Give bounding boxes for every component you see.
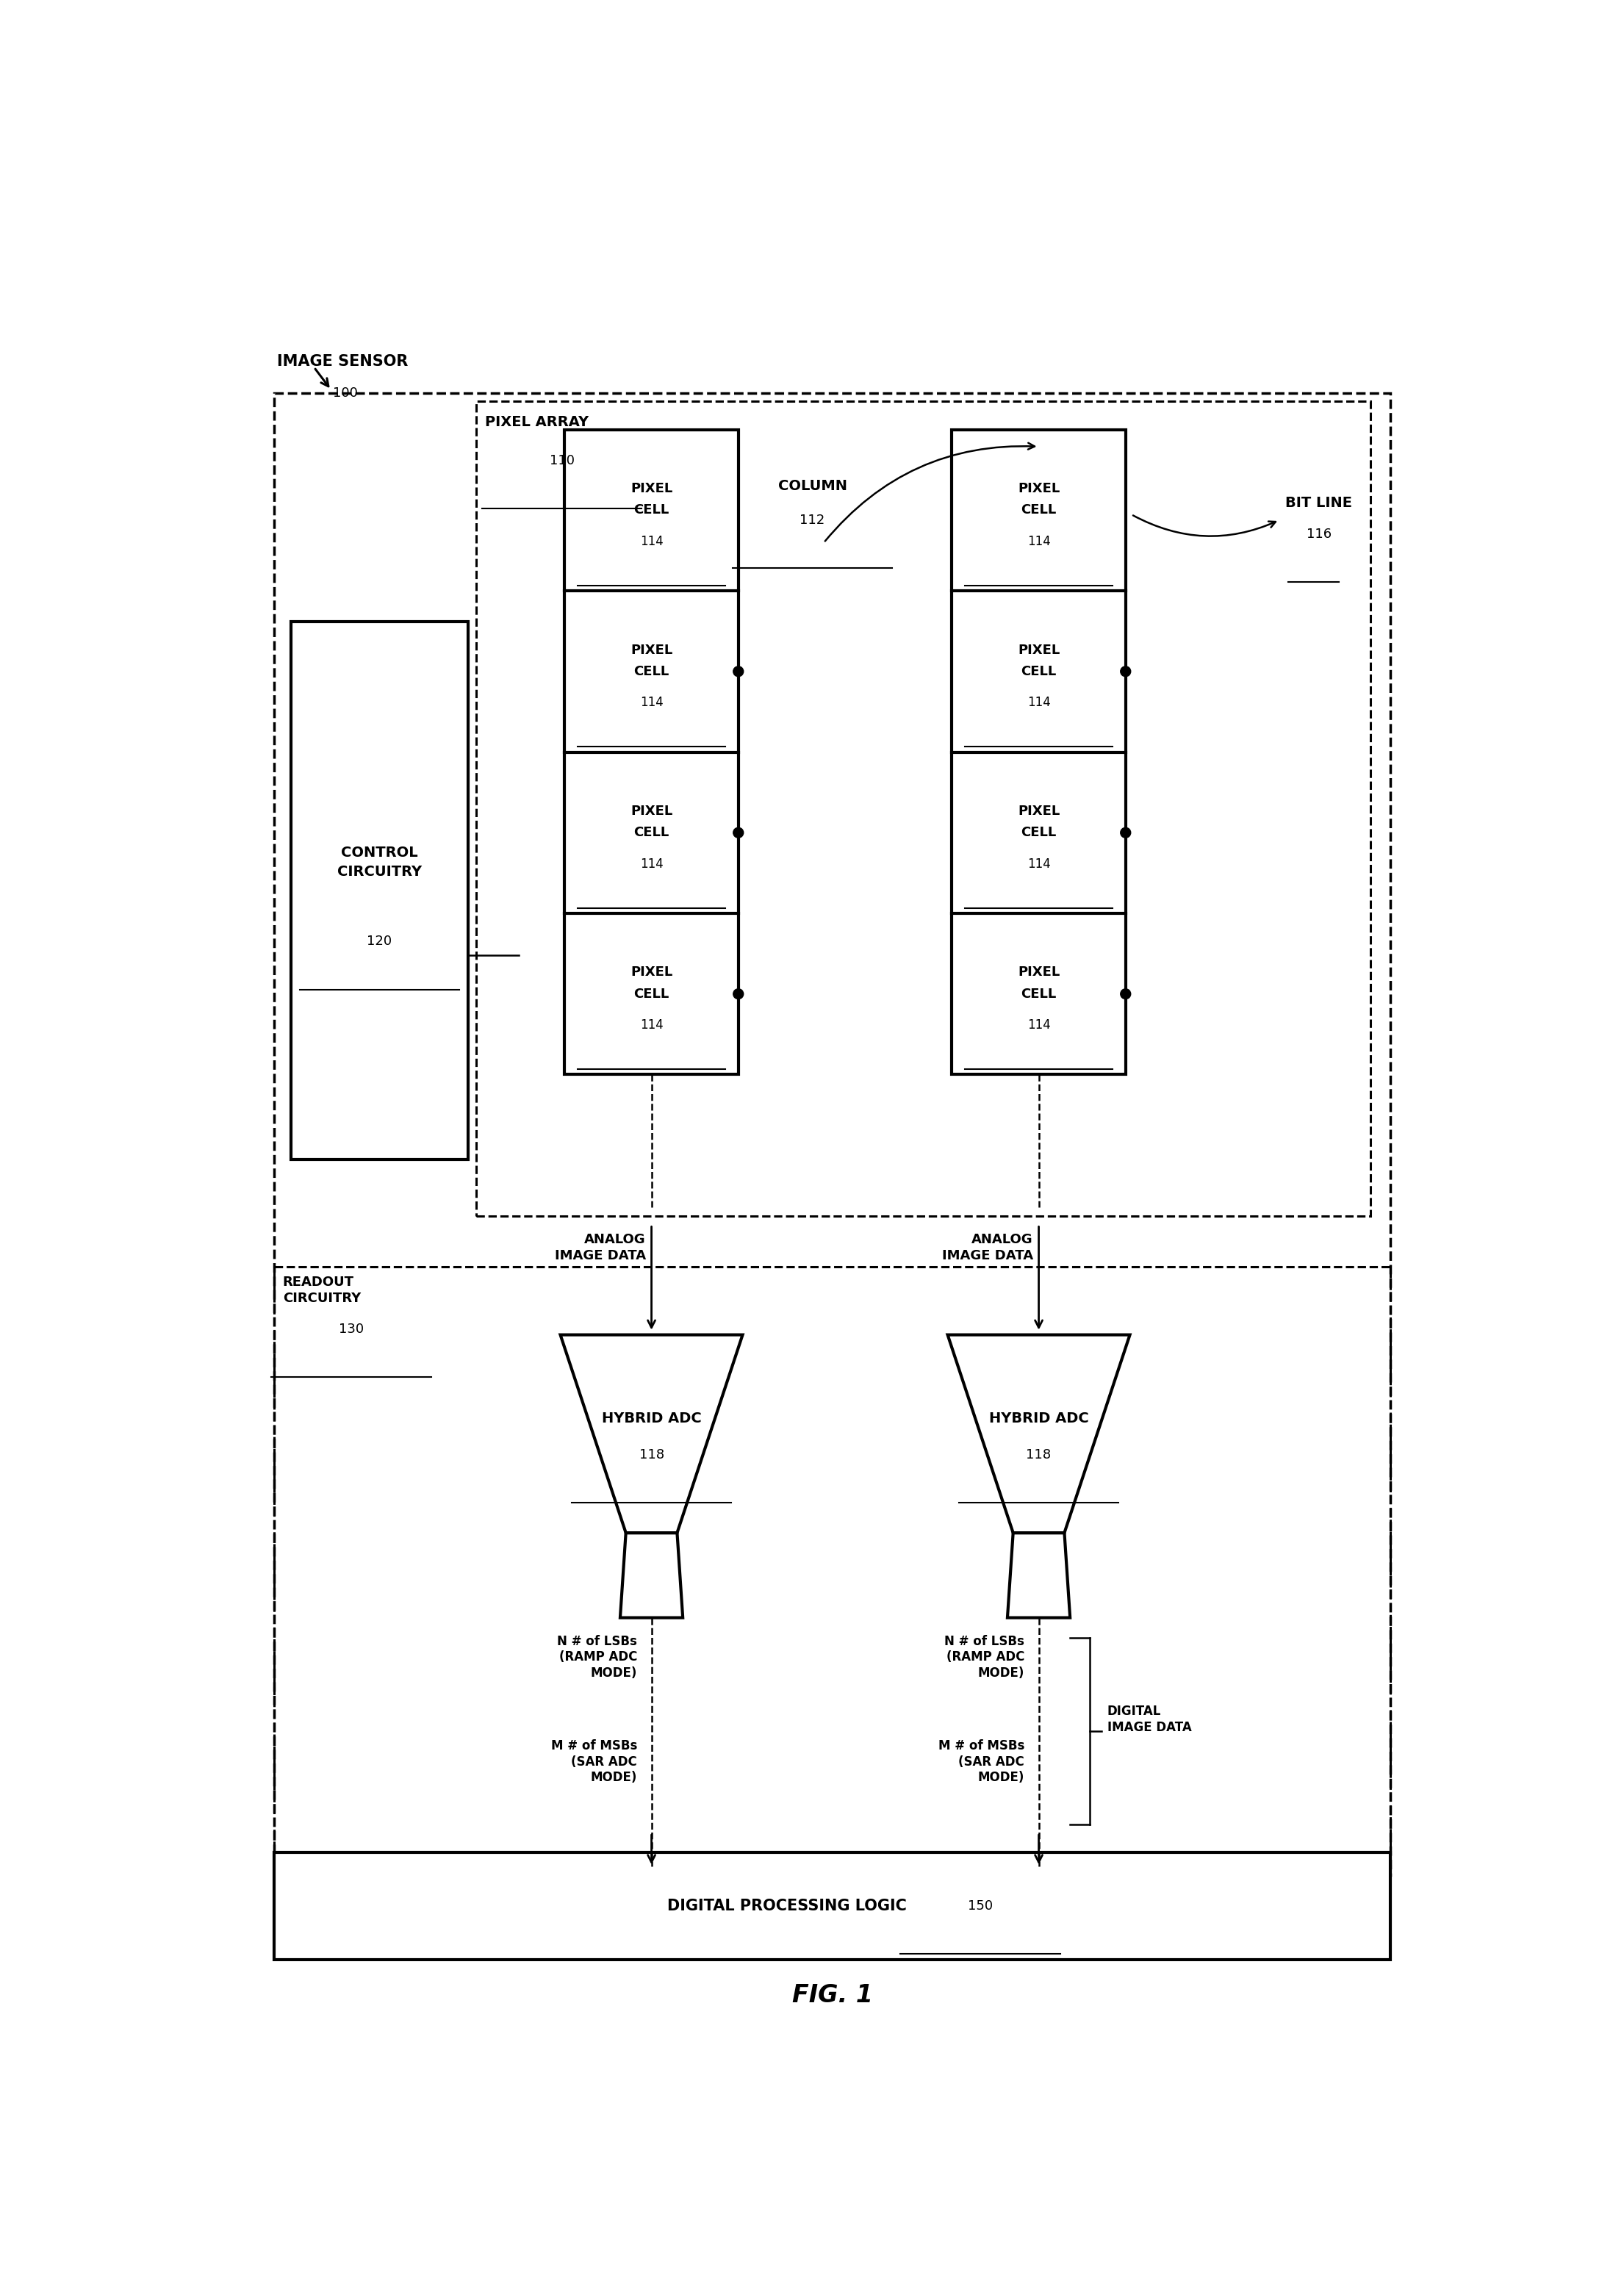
Circle shape [732,828,744,837]
Text: HYBRID ADC: HYBRID ADC [989,1411,1088,1425]
Text: 100: 100 [333,386,357,399]
Text: 114: 114 [1026,858,1051,871]
Text: ANALOG
IMAGE DATA: ANALOG IMAGE DATA [942,1232,1033,1262]
Text: N # of LSBs
(RAMP ADC
MODE): N # of LSBs (RAMP ADC MODE) [945,1634,1025,1679]
Text: 118: 118 [638,1448,664,1461]
Text: N # of LSBs
(RAMP ADC
MODE): N # of LSBs (RAMP ADC MODE) [557,1634,637,1679]
Text: CELL: CELL [633,665,669,678]
Text: 114: 114 [640,1019,663,1032]
Text: 114: 114 [640,697,663,710]
Text: PIXEL: PIXEL [630,644,672,656]
Text: CELL: CELL [633,987,669,1001]
Bar [291,622,468,1159]
Text: PIXEL ARRAY: PIXEL ARRAY [486,415,588,429]
Text: CELL: CELL [633,504,669,517]
Text: IMAGE SENSOR: IMAGE SENSOR [278,354,408,370]
Bar [565,429,739,1076]
Text: PIXEL: PIXEL [630,481,672,495]
Text: PIXEL: PIXEL [1018,644,1060,656]
FancyArrowPatch shape [1134,515,1275,535]
Text: 150: 150 [968,1899,992,1913]
Text: 114: 114 [640,535,663,547]
Bar [476,402,1371,1216]
FancyArrowPatch shape [825,442,1034,540]
Text: 130: 130 [338,1323,364,1336]
Text: 120: 120 [367,935,391,948]
Circle shape [732,667,744,676]
Text: COLUMN: COLUMN [778,479,846,492]
Text: ANALOG
IMAGE DATA: ANALOG IMAGE DATA [554,1232,646,1262]
Text: 114: 114 [640,858,663,871]
Bar [952,429,1125,1076]
Circle shape [1121,989,1130,998]
Text: CELL: CELL [1021,826,1057,840]
Circle shape [1121,667,1130,676]
Text: BIT LINE: BIT LINE [1285,497,1351,511]
Text: CELL: CELL [1021,504,1057,517]
Text: 114: 114 [1026,535,1051,547]
Text: DIGITAL
IMAGE DATA: DIGITAL IMAGE DATA [1108,1704,1192,1734]
Text: 116: 116 [1307,529,1332,540]
Bar [274,393,1390,1874]
Bar [274,1852,1390,1960]
Text: FIG. 1: FIG. 1 [793,1983,872,2008]
Text: M # of MSBs
(SAR ADC
MODE): M # of MSBs (SAR ADC MODE) [939,1740,1025,1783]
Text: PIXEL: PIXEL [1018,967,1060,978]
Text: 110: 110 [549,454,575,467]
Text: 112: 112 [799,513,825,526]
Text: PIXEL: PIXEL [1018,805,1060,817]
Circle shape [1121,828,1130,837]
Text: PIXEL: PIXEL [630,805,672,817]
Text: M # of MSBs
(SAR ADC
MODE): M # of MSBs (SAR ADC MODE) [551,1740,637,1783]
Text: READOUT
CIRCUITRY: READOUT CIRCUITRY [283,1275,361,1305]
Text: CELL: CELL [633,826,669,840]
Text: CELL: CELL [1021,987,1057,1001]
Text: PIXEL: PIXEL [1018,481,1060,495]
Circle shape [732,989,744,998]
Text: CONTROL
CIRCUITRY: CONTROL CIRCUITRY [338,846,422,878]
Text: HYBRID ADC: HYBRID ADC [601,1411,702,1425]
Bar [274,1266,1390,1874]
Text: 114: 114 [1026,1019,1051,1032]
Text: PIXEL: PIXEL [630,967,672,978]
Text: DIGITAL PROCESSING LOGIC: DIGITAL PROCESSING LOGIC [667,1899,906,1913]
Text: 118: 118 [1026,1448,1051,1461]
Text: CELL: CELL [1021,665,1057,678]
Text: 114: 114 [1026,697,1051,710]
